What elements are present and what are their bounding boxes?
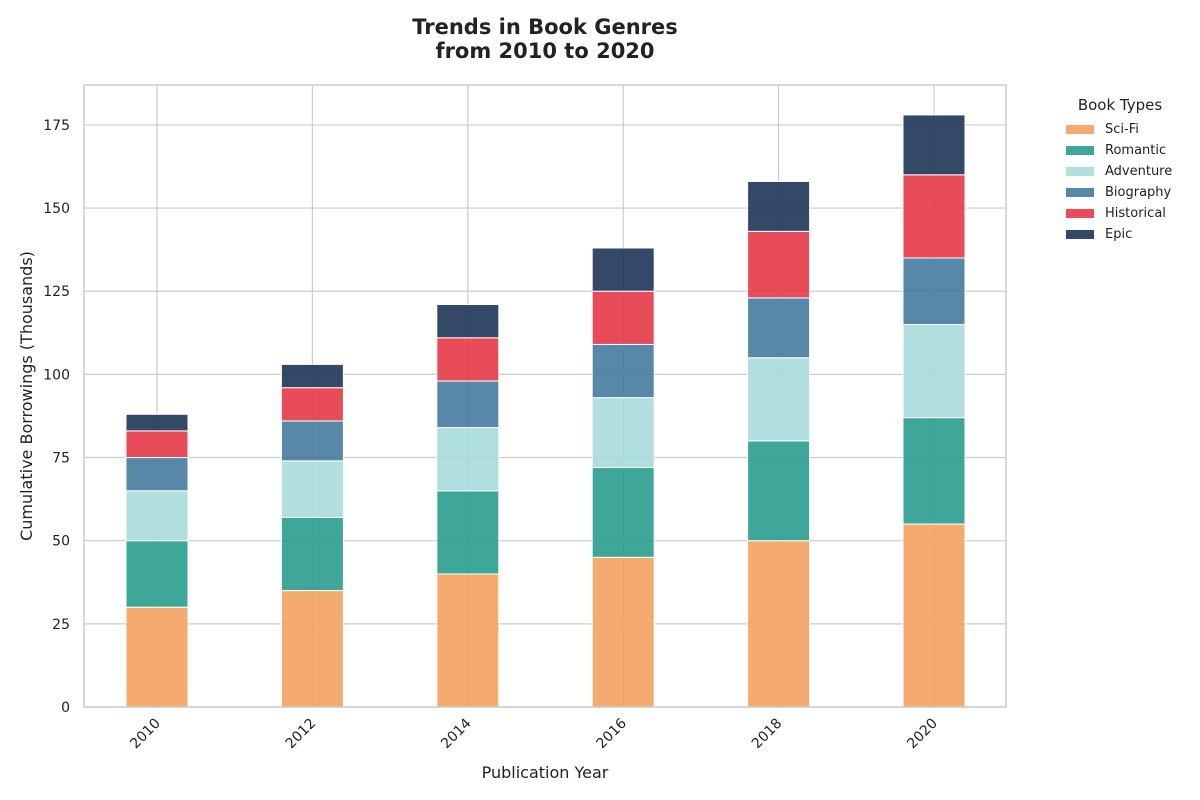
bar-romantic-2010 xyxy=(125,540,189,608)
bar-sci-fi-2016 xyxy=(591,556,655,708)
legend: Book Types Sci-Fi Romantic Adventure Biogra… xyxy=(1066,96,1172,242)
bar-biography-2012 xyxy=(280,420,344,462)
bar-romantic-2016 xyxy=(591,467,655,558)
x-tick-label: 2018 xyxy=(749,716,786,753)
x-tick-label: 2016 xyxy=(594,715,631,752)
legend-title: Book Types xyxy=(1078,96,1163,114)
bar-biography-2016 xyxy=(591,343,655,399)
y-tick-label: 175 xyxy=(43,118,70,134)
bar-biography-2020 xyxy=(902,257,966,325)
x-tick-label: 2010 xyxy=(127,716,164,753)
y-tick-label: 150 xyxy=(43,201,70,217)
plot-frame xyxy=(83,84,1007,708)
bar-epic-2014 xyxy=(436,304,500,339)
chart-title-line: Trends in Book Genres xyxy=(412,15,678,39)
legend-label-adventure: Adventure xyxy=(1105,164,1172,179)
bar-adventure-2012 xyxy=(280,460,344,518)
bar-historical-2016 xyxy=(591,290,655,345)
bar-epic-2010 xyxy=(125,413,189,432)
legend-swatch-biography xyxy=(1066,188,1094,197)
x-tick-label: 2012 xyxy=(283,716,320,753)
bar-romantic-2018 xyxy=(747,440,811,542)
legend-label-historical: Historical xyxy=(1105,206,1166,221)
x-tick-label: 2020 xyxy=(904,716,941,753)
bar-adventure-2010 xyxy=(125,490,189,542)
legend-label-sci-fi: Sci-Fi xyxy=(1105,122,1139,137)
bar-epic-2018 xyxy=(747,180,811,232)
bar-adventure-2016 xyxy=(591,397,655,469)
bar-biography-2014 xyxy=(436,380,500,429)
bar-epic-2016 xyxy=(591,247,655,292)
bar-epic-2012 xyxy=(280,363,344,389)
bar-historical-2014 xyxy=(436,337,500,382)
bar-sci-fi-2012 xyxy=(280,590,344,708)
y-tick-label: 100 xyxy=(43,367,70,383)
bar-biography-2010 xyxy=(125,457,189,492)
bar-historical-2018 xyxy=(747,230,811,299)
grid-lines xyxy=(84,85,1006,708)
bars xyxy=(125,114,966,708)
chart-title-line: from 2010 to 2020 xyxy=(435,39,654,63)
legend-swatch-romantic xyxy=(1066,146,1094,155)
bar-historical-2010 xyxy=(125,430,189,459)
bar-epic-2020 xyxy=(902,114,966,176)
legend-label-biography: Biography xyxy=(1105,185,1172,200)
y-tick-label: 75 xyxy=(52,451,70,467)
bar-adventure-2020 xyxy=(902,323,966,419)
x-axis-ticks: 2010 2012 2014 2016 2018 2020 xyxy=(127,715,941,752)
legend-label-romantic: Romantic xyxy=(1105,143,1166,158)
bar-adventure-2018 xyxy=(747,357,811,442)
bar-sci-fi-2020 xyxy=(902,523,966,708)
bar-biography-2018 xyxy=(747,297,811,359)
bar-sci-fi-2018 xyxy=(747,540,811,708)
x-axis-label: Publication Year xyxy=(482,763,609,782)
bar-romantic-2012 xyxy=(280,516,344,592)
bar-romantic-2014 xyxy=(436,490,500,575)
y-axis-ticks: 0 25 50 75 100 125 150 175 xyxy=(43,118,70,716)
bar-adventure-2014 xyxy=(436,427,500,492)
bar-historical-2020 xyxy=(902,174,966,259)
y-tick-label: 125 xyxy=(43,284,70,300)
y-tick-label: 50 xyxy=(52,534,70,550)
legend-swatch-adventure xyxy=(1066,167,1094,176)
legend-swatch-historical xyxy=(1066,209,1094,218)
bar-sci-fi-2010 xyxy=(125,606,189,708)
legend-swatch-epic xyxy=(1066,230,1094,239)
bar-historical-2012 xyxy=(280,387,344,422)
bar-romantic-2020 xyxy=(902,417,966,525)
x-tick-label: 2014 xyxy=(438,715,475,752)
y-tick-label: 0 xyxy=(61,700,70,716)
bar-sci-fi-2014 xyxy=(436,573,500,708)
legend-swatch-sci-fi xyxy=(1066,125,1094,134)
legend-label-epic: Epic xyxy=(1105,227,1132,242)
y-tick-label: 25 xyxy=(52,617,70,633)
y-axis-label: Cumulative Borrowings (Thousands) xyxy=(17,251,36,541)
